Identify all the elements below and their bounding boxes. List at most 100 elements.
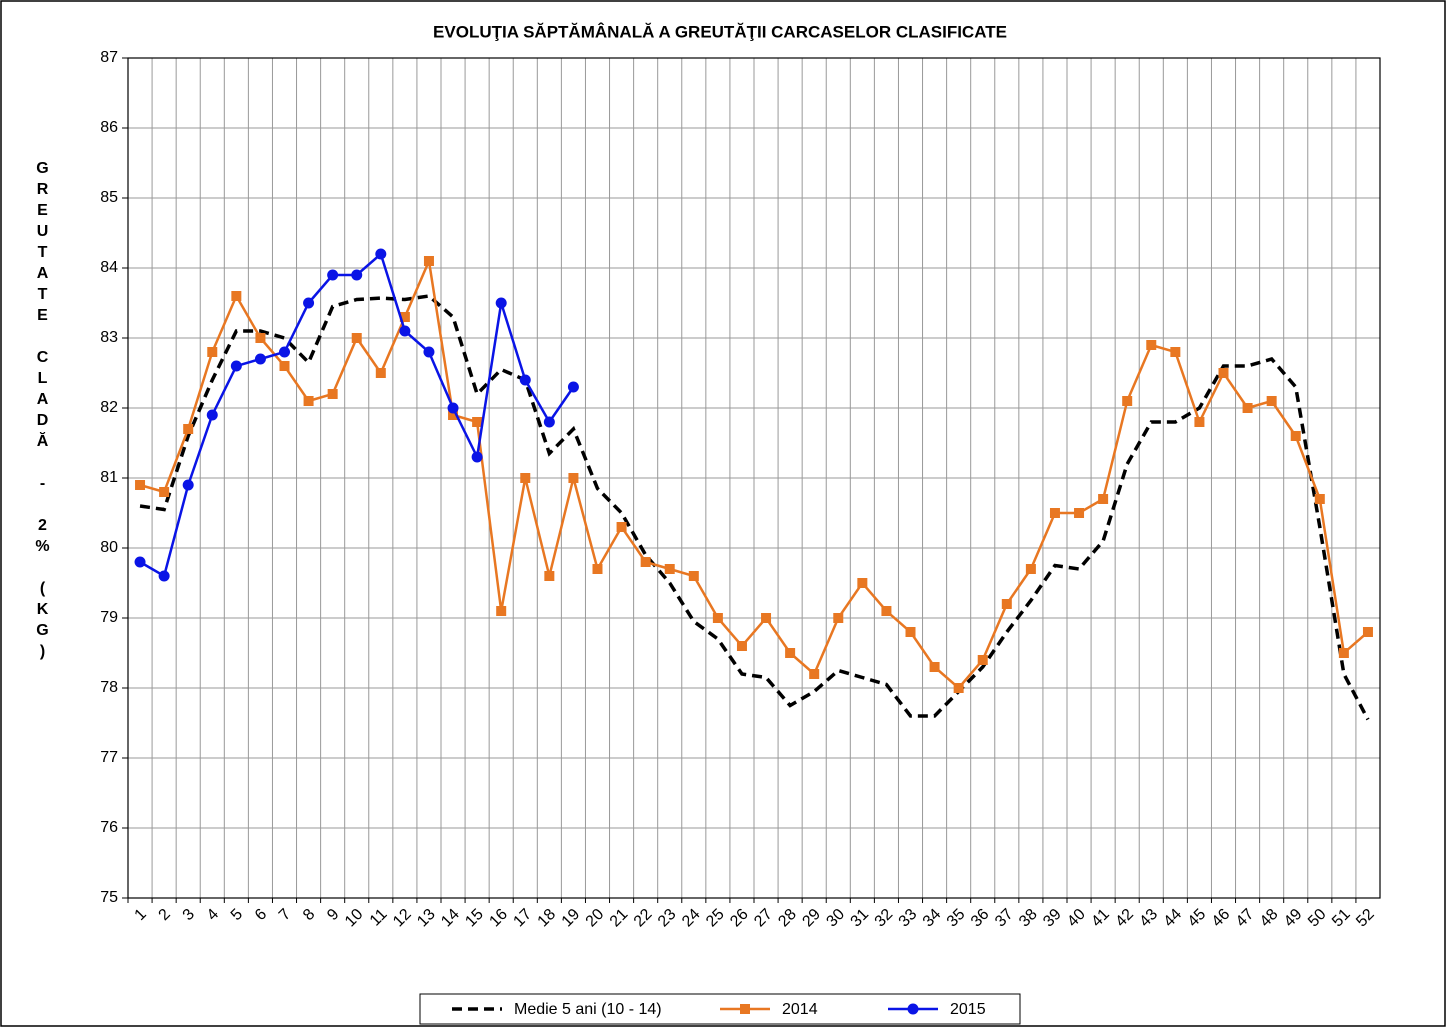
point <box>568 473 579 483</box>
point <box>977 655 988 665</box>
x-tick-label: 32 <box>872 906 897 931</box>
point <box>1049 508 1060 518</box>
point <box>1290 431 1301 441</box>
point <box>279 361 290 371</box>
x-tick-label: 49 <box>1281 906 1306 931</box>
x-tick-label: 22 <box>631 906 656 931</box>
x-tick-label: 38 <box>1016 906 1041 931</box>
point <box>230 360 242 372</box>
point <box>327 269 339 281</box>
point <box>447 402 459 414</box>
x-tick-label: 33 <box>896 906 921 931</box>
x-tick-label: 36 <box>968 906 993 931</box>
y-tick-label: 82 <box>100 399 118 416</box>
x-tick-label: 24 <box>679 906 704 931</box>
point <box>472 417 483 427</box>
point <box>303 396 314 406</box>
point <box>1001 599 1012 609</box>
point <box>1266 396 1277 406</box>
point <box>833 613 844 623</box>
x-tick-label: 17 <box>510 906 535 931</box>
point <box>567 381 579 393</box>
point <box>399 312 410 322</box>
x-tick-label: 25 <box>703 906 728 931</box>
point <box>351 269 363 281</box>
x-tick-label: 23 <box>655 906 680 931</box>
x-tick-label: 34 <box>920 906 945 931</box>
x-tick-label: 13 <box>414 906 439 931</box>
y-tick-label: 85 <box>100 189 118 206</box>
y-tick-label: 87 <box>100 49 118 66</box>
point <box>231 291 242 301</box>
point <box>544 571 555 581</box>
point <box>1074 508 1085 518</box>
point <box>519 374 531 386</box>
point <box>785 648 796 658</box>
x-tick-label: 47 <box>1233 906 1258 931</box>
point <box>953 683 964 693</box>
point <box>279 346 290 358</box>
x-tick-label: 11 <box>367 906 391 930</box>
chart-title: EVOLUŢIA SĂPTĂMÂNALĂ A GREUTĂŢII CARCASE… <box>433 22 1007 41</box>
x-tick-label: 21 <box>607 906 632 931</box>
point <box>495 297 507 309</box>
point <box>158 570 170 582</box>
point <box>664 564 675 574</box>
x-tick-label: 37 <box>992 906 1017 931</box>
point <box>929 662 940 672</box>
point <box>520 473 531 483</box>
legend-marker <box>907 1003 919 1015</box>
point <box>1098 494 1109 504</box>
x-tick-label: 6 <box>252 906 270 924</box>
point <box>303 297 315 309</box>
legend-label: Medie 5 ani (10 - 14) <box>514 1001 662 1018</box>
x-tick-label: 3 <box>180 906 198 924</box>
point <box>1338 648 1349 658</box>
point <box>809 669 820 679</box>
x-tick-label: 50 <box>1305 906 1330 931</box>
x-tick-label: 18 <box>535 906 560 931</box>
x-tick-label: 46 <box>1209 906 1234 931</box>
y-tick-label: 81 <box>100 469 118 486</box>
x-tick-label: 14 <box>438 906 463 931</box>
point <box>134 556 146 568</box>
point <box>448 410 459 420</box>
legend-label: 2015 <box>950 1001 986 1018</box>
point <box>712 613 723 623</box>
point <box>543 416 555 428</box>
point <box>375 248 387 260</box>
point <box>592 564 603 574</box>
x-tick-label: 2 <box>156 906 174 924</box>
point <box>423 256 434 266</box>
point <box>207 347 218 357</box>
x-tick-label: 5 <box>228 906 246 924</box>
x-tick-label: 43 <box>1136 906 1161 931</box>
y-tick-label: 78 <box>100 679 118 696</box>
x-tick-label: 20 <box>583 906 608 931</box>
point <box>254 353 266 365</box>
point <box>616 522 627 532</box>
x-tick-label: 8 <box>300 906 318 924</box>
x-tick-label: 26 <box>727 906 752 931</box>
point <box>183 424 194 434</box>
y-axis-label: GREUTATE CLADĂ - 2% (KG) <box>34 160 51 664</box>
point <box>375 368 386 378</box>
point <box>1242 403 1253 413</box>
x-tick-label: 10 <box>342 906 367 931</box>
x-tick-label: 12 <box>390 906 415 931</box>
point <box>1146 340 1157 350</box>
point <box>255 333 266 343</box>
point <box>857 578 868 588</box>
point <box>640 557 651 567</box>
point <box>471 451 483 463</box>
series-line <box>139 251 575 578</box>
point <box>761 613 772 623</box>
x-tick-label: 1 <box>132 906 150 924</box>
point <box>399 325 411 337</box>
x-tick-label: 27 <box>751 906 776 931</box>
x-tick-label: 16 <box>486 906 511 931</box>
point <box>905 627 916 637</box>
x-tick-label: 35 <box>944 906 969 931</box>
